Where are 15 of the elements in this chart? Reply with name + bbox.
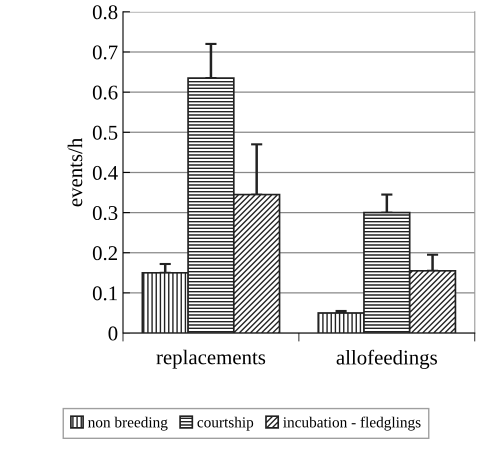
y-tick-label: 0.7: [92, 45, 118, 60]
legend-label: incubation - fledglings: [283, 416, 421, 431]
y-tick-label: 0.8: [92, 5, 118, 20]
x-tick-label: replacements: [156, 350, 266, 369]
y-tick-label: 0.3: [92, 206, 118, 220]
y-tick-label: 0: [108, 326, 118, 340]
y-tick-label: 0.5: [92, 126, 118, 140]
legend-label: courtship: [197, 416, 254, 431]
legend-label: non breeding: [88, 416, 168, 431]
x-tick-label: allofeedings: [336, 350, 437, 369]
y-tick-label: 0.6: [92, 86, 118, 100]
y-tick-label: 0.2: [92, 246, 117, 260]
y-tick-label: 0.4: [92, 166, 118, 180]
y-tick-label: 0.1: [92, 286, 117, 300]
y-axis-title: events/h: [68, 138, 82, 206]
